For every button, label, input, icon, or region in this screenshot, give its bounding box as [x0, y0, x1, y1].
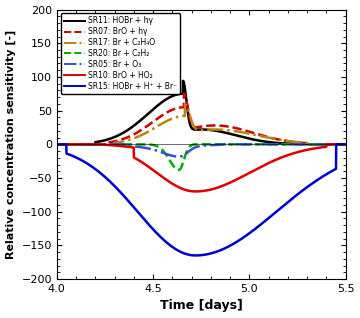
Y-axis label: Relative concentration sensitivity [-]: Relative concentration sensitivity [-]: [5, 30, 16, 259]
Legend: SR11: HOBr + hγ, SR07: BrO + hγ, SR17: Br + C₂H₄O, SR20: Br + C₂H₂, SR05: Br + O: SR11: HOBr + hγ, SR07: BrO + hγ, SR17: B…: [60, 13, 180, 94]
X-axis label: Time [days]: Time [days]: [160, 300, 243, 313]
